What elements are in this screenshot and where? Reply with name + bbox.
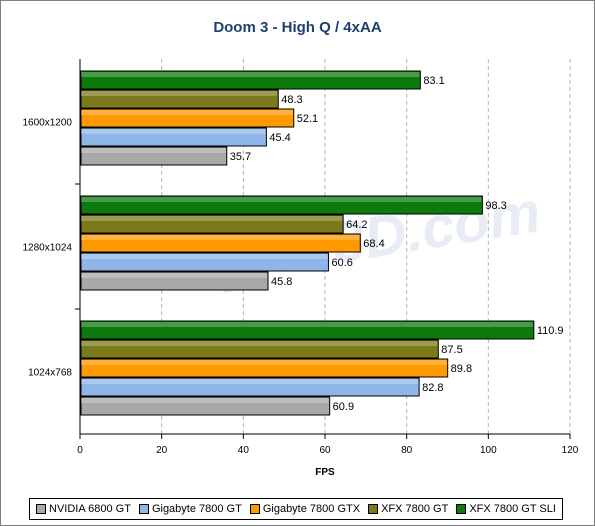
legend: NVIDIA 6800 GT Gigabyte 7800 GT Gigabyte 7…: [29, 498, 563, 520]
bar-highlight: [81, 91, 278, 96]
bar: [80, 377, 420, 397]
data-label: 89.8: [451, 363, 472, 375]
bar-highlight: [81, 379, 419, 384]
bar-highlight: [81, 216, 343, 221]
data-label: 87.5: [441, 344, 462, 356]
bar-highlight: [81, 360, 447, 365]
legend-label: XFX 7800 GT SLI: [469, 503, 556, 515]
data-label: 110.9: [537, 325, 564, 337]
data-label: 83.1: [423, 75, 444, 87]
legend-label: NVIDIA 6800 GT: [49, 503, 131, 515]
x-tick-label: 80: [401, 445, 413, 456]
bar: [80, 396, 331, 416]
bar-highlight: [81, 72, 420, 77]
chart-title: Doom 3 - High Q / 4xAA: [213, 19, 382, 36]
bar: [80, 339, 439, 359]
bar: [80, 89, 279, 109]
bar-highlight: [81, 148, 226, 153]
category-label: 1024x768: [28, 368, 72, 379]
bar: [80, 252, 329, 272]
x-tick-label: 20: [156, 445, 168, 456]
data-label: 45.4: [269, 132, 290, 144]
bar-highlight: [81, 273, 268, 278]
x-tick-label: 120: [562, 445, 579, 456]
legend-swatch: [138, 504, 149, 514]
bar: [80, 214, 344, 234]
x-tick-label: 100: [480, 445, 497, 456]
data-label: 64.2: [346, 219, 367, 231]
legend-item: XFX 7800 GT SLI: [456, 503, 556, 515]
x-axis-title: FPS: [315, 467, 335, 478]
legend-swatch: [36, 504, 46, 514]
bar: [80, 233, 361, 253]
bar-highlight: [81, 129, 266, 134]
bar-highlight: [81, 254, 328, 259]
data-label: 60.9: [333, 401, 354, 413]
legend-label: XFX 7800 GT: [381, 503, 449, 515]
data-label: 82.8: [422, 382, 443, 394]
data-label: 35.7: [230, 151, 251, 163]
legend-item: Gigabyte 7800 GTX: [249, 503, 361, 515]
bar-highlight: [81, 110, 293, 115]
data-label: 45.8: [271, 276, 292, 288]
x-tick-label: 0: [77, 445, 83, 456]
data-label: 48.3: [281, 94, 302, 106]
legend-item: Gigabyte 7800 GT: [138, 503, 242, 515]
bar-highlight: [81, 322, 533, 327]
bar-chart: 0 20 40 60 80 100 120 FPS 1600x1200 83.1 48.3 52.1 4…: [23, 59, 579, 478]
legend-label: Gigabyte 7800 GT: [151, 503, 242, 515]
bar: [80, 127, 267, 147]
bar: [80, 195, 483, 215]
data-label: 60.6: [331, 257, 352, 269]
legend-item: XFX 7800 GT: [368, 503, 448, 515]
data-label: 68.4: [363, 238, 384, 250]
bar-highlight: [81, 197, 482, 202]
bar: [80, 70, 421, 90]
bar: [80, 146, 228, 166]
legend-swatch: [456, 504, 467, 514]
bar: [80, 108, 295, 128]
x-tick-label: 40: [238, 445, 250, 456]
bar-highlight: [81, 341, 438, 346]
legend-label: Gigabyte 7800 GTX: [262, 503, 361, 515]
bar: [80, 271, 269, 291]
category-label: 1280x1024: [23, 243, 73, 254]
x-tick-label: 60: [319, 445, 331, 456]
legend-swatch: [249, 504, 260, 514]
legend-swatch: [368, 504, 379, 514]
data-label: 52.1: [297, 113, 318, 125]
bar: [80, 358, 449, 378]
data-label: 98.3: [485, 200, 506, 212]
bar-highlight: [81, 398, 329, 403]
bar-highlight: [81, 235, 360, 240]
category-label: 1600x1200: [23, 118, 73, 129]
bar: [80, 320, 535, 340]
legend-item: NVIDIA 6800 GT: [36, 503, 131, 515]
